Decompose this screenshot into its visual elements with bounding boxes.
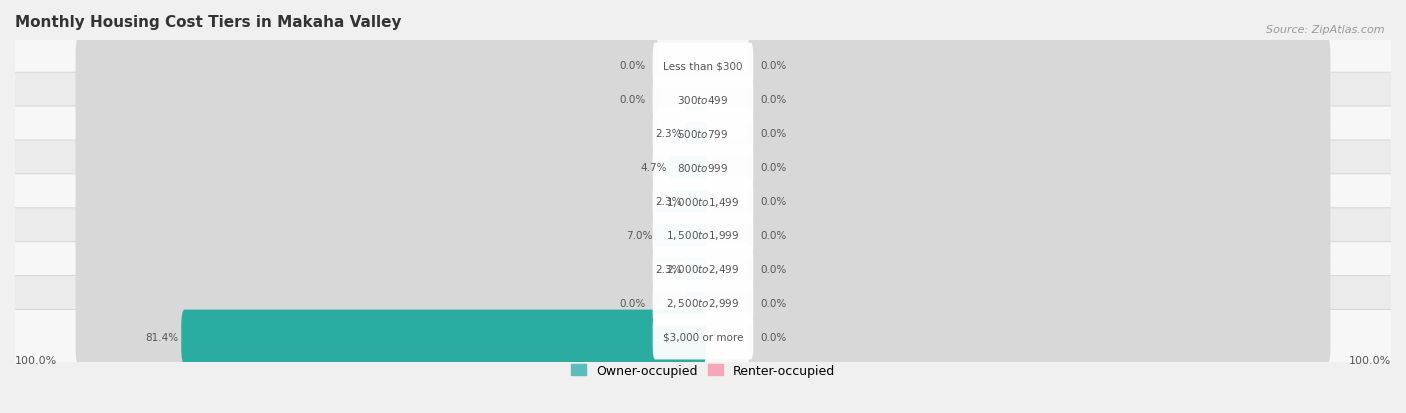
FancyBboxPatch shape	[685, 174, 706, 229]
FancyBboxPatch shape	[669, 141, 706, 195]
FancyBboxPatch shape	[181, 310, 706, 364]
FancyBboxPatch shape	[13, 310, 1393, 364]
Text: $2,500 to $2,999: $2,500 to $2,999	[666, 297, 740, 310]
FancyBboxPatch shape	[76, 310, 658, 364]
FancyBboxPatch shape	[13, 73, 1393, 127]
FancyBboxPatch shape	[685, 107, 706, 161]
FancyBboxPatch shape	[748, 107, 1330, 161]
FancyBboxPatch shape	[652, 314, 754, 360]
FancyBboxPatch shape	[652, 213, 754, 258]
FancyBboxPatch shape	[748, 242, 1330, 296]
FancyBboxPatch shape	[652, 280, 754, 326]
FancyBboxPatch shape	[652, 43, 754, 89]
FancyBboxPatch shape	[13, 208, 1393, 263]
FancyBboxPatch shape	[652, 111, 754, 157]
Text: 0.0%: 0.0%	[620, 61, 645, 71]
FancyBboxPatch shape	[76, 276, 658, 330]
Legend: Owner-occupied, Renter-occupied: Owner-occupied, Renter-occupied	[567, 359, 839, 382]
FancyBboxPatch shape	[748, 276, 1330, 330]
FancyBboxPatch shape	[76, 107, 658, 161]
Text: 0.0%: 0.0%	[761, 95, 786, 105]
Text: $500 to $799: $500 to $799	[678, 128, 728, 140]
FancyBboxPatch shape	[748, 310, 1330, 364]
Text: 100.0%: 100.0%	[1348, 355, 1391, 365]
FancyBboxPatch shape	[13, 174, 1393, 229]
FancyBboxPatch shape	[652, 145, 754, 190]
Text: 0.0%: 0.0%	[761, 129, 786, 139]
FancyBboxPatch shape	[76, 73, 658, 127]
Text: $1,000 to $1,499: $1,000 to $1,499	[666, 195, 740, 208]
Text: $800 to $999: $800 to $999	[678, 162, 728, 174]
Text: 81.4%: 81.4%	[145, 332, 179, 342]
FancyBboxPatch shape	[748, 174, 1330, 229]
Text: 2.3%: 2.3%	[655, 264, 682, 274]
FancyBboxPatch shape	[652, 247, 754, 292]
Text: 2.3%: 2.3%	[655, 197, 682, 206]
FancyBboxPatch shape	[76, 208, 658, 263]
Text: 4.7%: 4.7%	[640, 163, 666, 173]
Text: $2,000 to $2,499: $2,000 to $2,499	[666, 263, 740, 276]
Text: 2.3%: 2.3%	[655, 129, 682, 139]
Text: 0.0%: 0.0%	[761, 332, 786, 342]
FancyBboxPatch shape	[13, 141, 1393, 195]
Text: $300 to $499: $300 to $499	[678, 94, 728, 106]
Text: $1,500 to $1,999: $1,500 to $1,999	[666, 229, 740, 242]
Text: Less than $300: Less than $300	[664, 61, 742, 71]
Text: 0.0%: 0.0%	[761, 298, 786, 308]
FancyBboxPatch shape	[685, 242, 706, 296]
FancyBboxPatch shape	[652, 77, 754, 123]
Text: 0.0%: 0.0%	[761, 197, 786, 206]
Text: $3,000 or more: $3,000 or more	[662, 332, 744, 342]
FancyBboxPatch shape	[748, 208, 1330, 263]
FancyBboxPatch shape	[655, 208, 706, 263]
Text: 0.0%: 0.0%	[620, 298, 645, 308]
Text: 0.0%: 0.0%	[761, 163, 786, 173]
Text: 100.0%: 100.0%	[15, 355, 58, 365]
FancyBboxPatch shape	[652, 179, 754, 224]
FancyBboxPatch shape	[76, 174, 658, 229]
Text: 7.0%: 7.0%	[626, 230, 652, 240]
Text: 0.0%: 0.0%	[761, 264, 786, 274]
FancyBboxPatch shape	[13, 107, 1393, 161]
Text: Monthly Housing Cost Tiers in Makaha Valley: Monthly Housing Cost Tiers in Makaha Val…	[15, 15, 402, 30]
Text: 0.0%: 0.0%	[620, 95, 645, 105]
Text: Source: ZipAtlas.com: Source: ZipAtlas.com	[1267, 25, 1385, 35]
FancyBboxPatch shape	[76, 242, 658, 296]
Text: 0.0%: 0.0%	[761, 61, 786, 71]
FancyBboxPatch shape	[748, 73, 1330, 127]
FancyBboxPatch shape	[13, 39, 1393, 93]
FancyBboxPatch shape	[13, 242, 1393, 296]
FancyBboxPatch shape	[76, 141, 658, 195]
FancyBboxPatch shape	[748, 141, 1330, 195]
FancyBboxPatch shape	[76, 39, 658, 93]
FancyBboxPatch shape	[13, 276, 1393, 330]
FancyBboxPatch shape	[748, 39, 1330, 93]
Text: 0.0%: 0.0%	[761, 230, 786, 240]
